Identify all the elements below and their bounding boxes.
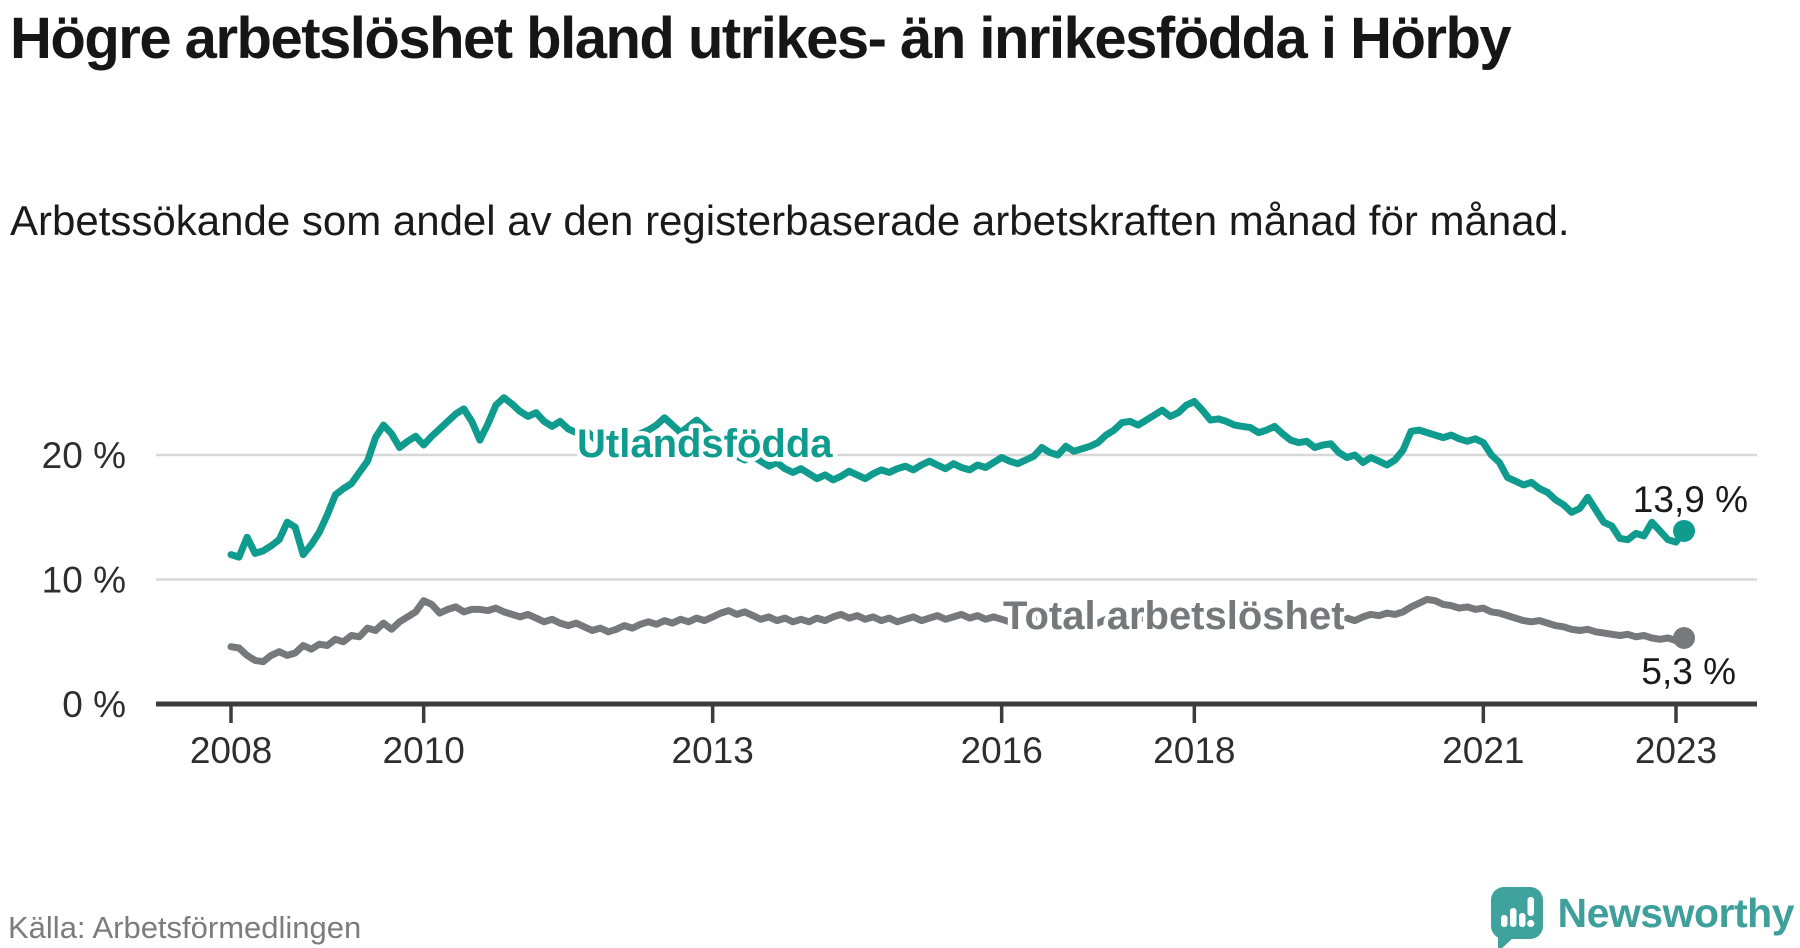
x-tick-label: 2016 — [961, 730, 1043, 771]
brand-name: Newsworthy — [1557, 889, 1795, 936]
x-tick-label: 2010 — [383, 730, 465, 771]
series-label-total-arbetsloshet: Total arbetslöshet — [1003, 594, 1345, 638]
line-utlandsfodda — [227, 394, 1688, 561]
series-label-utlandsfodda: Utlandsfödda — [577, 422, 833, 466]
line-end-dot — [1673, 519, 1696, 542]
newsworthy-brand-link[interactable]: Newsworthy — [1490, 880, 1795, 948]
gridlines — [156, 453, 1757, 581]
y-tick-label: 20 % — [42, 435, 126, 476]
y-tick-label: 10 % — [42, 560, 126, 601]
x-tick-label: 2021 — [1442, 730, 1524, 771]
end-value-label-utlandsfodda: 13,9 % — [1633, 479, 1748, 520]
x-axis: 0 % 10 % 20 % 2008 2010 2013 2016 2018 2021 2023 — [42, 435, 1757, 771]
end-value-label-total: 5,3 % — [1641, 651, 1736, 692]
page-title: Högre arbetslöshet bland utrikes- än inr… — [10, 6, 1512, 71]
y-tick-label: 0 % — [62, 684, 126, 725]
x-tick-label: 2023 — [1635, 730, 1717, 771]
bar-chart-exclamation-icon — [1500, 897, 1534, 928]
line-end-dot — [1673, 627, 1696, 650]
source-note: Källa: Arbetsförmedlingen — [8, 910, 362, 945]
line-total-arbetsloshet — [227, 595, 1688, 666]
x-tick-label: 2008 — [190, 730, 272, 771]
x-tick-label: 2013 — [672, 730, 754, 771]
chart-subtitle: Arbetssökande som andel av den registerb… — [10, 197, 1570, 244]
unemployment-line-chart: 0 %10 %20 %2008 2010 2013 2016 2018 2021 2023 … — [42, 394, 1757, 771]
newsworthy-logo-icon — [1490, 887, 1543, 948]
x-tick-label: 2018 — [1153, 730, 1235, 771]
data-series — [227, 394, 1696, 666]
